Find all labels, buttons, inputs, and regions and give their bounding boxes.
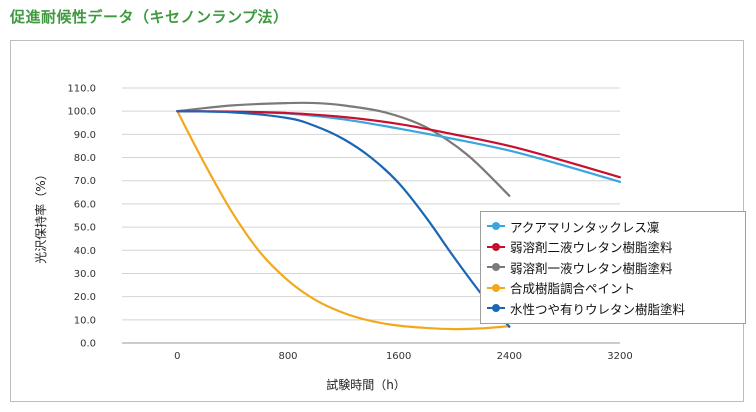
y-tick-label: 80.0	[74, 153, 96, 164]
x-tick-labels: 0 800 1600 2400 3200	[174, 351, 633, 362]
series-line	[176, 110, 511, 328]
legend-swatch	[487, 261, 505, 273]
legend-swatch	[487, 302, 505, 314]
legend-swatch	[487, 220, 505, 232]
x-axis-title: 試験時間（h）	[326, 377, 406, 392]
y-tick-label: 0.0	[80, 339, 96, 350]
page-title: 促進耐候性データ（キセノンランプ法）	[10, 8, 289, 26]
legend-swatch	[487, 241, 505, 253]
legend-item: 合成樹脂調合ペイント	[487, 278, 739, 299]
legend-label: 弱溶剤二液ウレタン樹脂塗料	[510, 240, 673, 256]
y-tick-label: 20.0	[74, 292, 96, 303]
legend-item: 水性つや有りウレタン樹脂塗料	[487, 298, 739, 319]
legend-label: 合成樹脂調合ペイント	[510, 281, 636, 297]
x-tick-label: 3200	[607, 351, 632, 362]
legend-label: アクアマリンタックレス凜	[510, 219, 660, 235]
x-tick-label: 1600	[386, 351, 411, 362]
y-tick-label: 90.0	[74, 130, 96, 141]
x-tick-label: 2400	[497, 351, 522, 362]
series-line	[176, 101, 511, 197]
series-lines	[176, 101, 622, 331]
series-line	[176, 110, 622, 183]
legend-label: 弱溶剤一液ウレタン樹脂塗料	[510, 260, 673, 276]
series-line	[176, 110, 622, 179]
y-tick-label: 100.0	[67, 107, 96, 118]
y-tick-label: 50.0	[74, 223, 96, 234]
legend-label: 水性つや有りウレタン樹脂塗料	[510, 301, 686, 317]
y-tick-label: 10.0	[74, 315, 96, 326]
y-tick-label: 60.0	[74, 199, 96, 210]
y-tick-label: 30.0	[74, 269, 96, 280]
y-tick-label: 110.0	[67, 84, 96, 95]
y-axis-title: 光沢保持率（%）	[33, 168, 48, 263]
legend-item: アクアマリンタックレス凜	[487, 216, 739, 237]
y-tick-label: 70.0	[74, 176, 96, 187]
series-line	[176, 110, 511, 331]
legend-swatch	[487, 282, 505, 294]
legend-item: 弱溶剤二液ウレタン樹脂塗料	[487, 237, 739, 258]
y-tick-labels: 0.0 10.0 20.0 30.0 40.0 50.0 60.0 70.0 80.0 90.0 1…	[67, 84, 96, 350]
y-tick-label: 40.0	[74, 246, 96, 257]
x-tick-label: 800	[278, 351, 297, 362]
chart-legend: アクアマリンタックレス凜 弱溶剤二液ウレタン樹脂塗料 弱溶剤一液ウレタン樹脂塗料…	[480, 211, 746, 324]
legend-item: 弱溶剤一液ウレタン樹脂塗料	[487, 257, 739, 278]
x-tick-label: 0	[174, 351, 180, 362]
